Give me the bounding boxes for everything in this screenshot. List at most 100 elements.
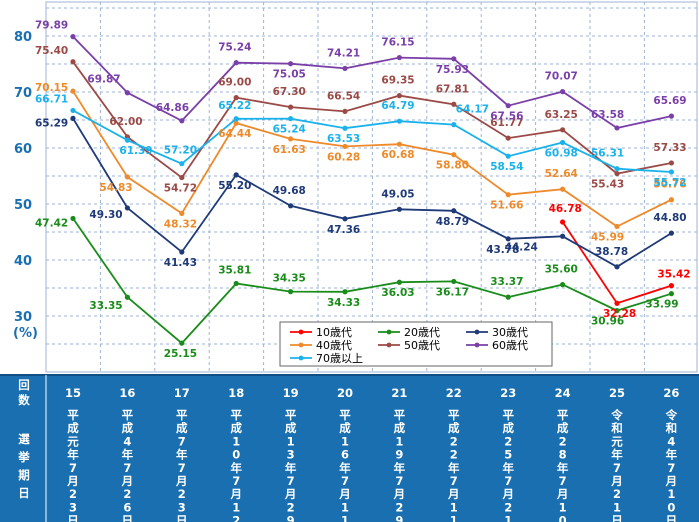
election-date-label: 月 xyxy=(338,487,351,501)
election-date-label: 3 xyxy=(69,500,77,514)
election-date-label: 1 xyxy=(287,434,295,448)
election-date-label: 日 xyxy=(666,514,678,522)
election-date-label: 年 xyxy=(448,461,460,475)
data-label: 63.58 xyxy=(591,109,624,121)
category-label: 16 xyxy=(119,386,135,400)
data-label: 63.25 xyxy=(545,109,578,121)
election-date-label: 年 xyxy=(611,448,623,462)
legend-entry: 40歳代 xyxy=(316,339,352,352)
y-axis-label: (%) xyxy=(13,326,38,341)
data-point xyxy=(614,308,620,314)
data-label: 64.79 xyxy=(381,100,414,112)
data-label: 55.20 xyxy=(218,180,251,192)
data-label: 34.33 xyxy=(327,297,360,309)
data-point xyxy=(614,166,620,172)
data-point xyxy=(614,300,620,306)
legend-marker xyxy=(298,329,304,335)
election-date-label: 平 xyxy=(67,408,79,422)
election-date-label: 7 xyxy=(667,461,675,475)
election-date-label: 7 xyxy=(341,474,349,488)
data-label: 34.35 xyxy=(273,273,306,285)
data-point xyxy=(396,54,402,61)
data-point xyxy=(451,56,457,62)
election-date-label: 月 xyxy=(501,487,514,501)
data-point xyxy=(179,174,185,181)
election-date-label: 月 xyxy=(665,474,678,488)
data-point xyxy=(233,116,239,122)
series-line-6 xyxy=(72,109,672,173)
data-label: 36.17 xyxy=(436,286,469,298)
data-point xyxy=(396,141,402,147)
data-label: 41.43 xyxy=(164,257,197,269)
data-label: 70.07 xyxy=(545,71,578,83)
data-point xyxy=(451,101,457,107)
election-date-label: 0 xyxy=(667,500,675,514)
data-label: 67.30 xyxy=(273,86,306,98)
series-line-1 xyxy=(72,217,672,345)
category-label: 24 xyxy=(555,386,571,400)
category-label: 26 xyxy=(663,386,679,400)
election-date-label: 1 xyxy=(504,514,512,522)
data-point xyxy=(342,65,348,72)
row-header-date: 挙 xyxy=(17,450,30,464)
election-date-label: 成 xyxy=(502,421,514,435)
election-date-label: 1 xyxy=(559,500,567,514)
bottom-band xyxy=(0,375,699,522)
election-date-label: 日 xyxy=(122,514,134,522)
data-point xyxy=(124,90,130,96)
election-date-label: 成 xyxy=(230,421,242,435)
election-date-label: 7 xyxy=(559,474,567,488)
data-point xyxy=(342,108,348,114)
data-label: 32.28 xyxy=(603,308,636,320)
election-date-label: 0 xyxy=(559,514,567,522)
election-date-label: 2 xyxy=(178,487,186,501)
data-point xyxy=(70,215,76,222)
data-label: 38.78 xyxy=(595,246,628,258)
election-date-label: 成 xyxy=(339,421,351,435)
data-point xyxy=(668,291,675,297)
legend-marker xyxy=(298,355,304,361)
data-label: 33.99 xyxy=(645,299,678,311)
legend-marker xyxy=(386,342,392,348)
data-label: 62.00 xyxy=(109,116,142,128)
election-date-label: 月 xyxy=(66,474,79,488)
data-point xyxy=(233,95,239,101)
y-tick-label: 60 xyxy=(14,142,32,157)
election-date-label: 1 xyxy=(450,500,458,514)
data-label: 54.83 xyxy=(99,182,132,194)
election-date-label: 2 xyxy=(504,434,512,448)
data-point xyxy=(342,216,348,222)
y-tick-label: 30 xyxy=(14,310,32,325)
category-label: 18 xyxy=(228,386,244,400)
election-date-label: 7 xyxy=(613,461,621,475)
data-label: 48.79 xyxy=(436,216,469,228)
series-line-2 xyxy=(72,117,672,268)
data-point xyxy=(233,120,239,126)
data-label: 63.53 xyxy=(327,133,360,145)
data-label: 50.76 xyxy=(653,179,686,191)
data-label: 56.31 xyxy=(591,148,624,160)
data-label: 61.39 xyxy=(119,145,152,157)
legend-marker xyxy=(474,329,480,335)
data-point xyxy=(614,170,620,177)
data-label: 57.20 xyxy=(164,145,197,157)
election-date-label: 元 xyxy=(611,434,623,448)
data-point xyxy=(505,153,511,159)
data-point xyxy=(342,289,348,295)
data-label: 35.42 xyxy=(657,269,690,281)
election-date-label: 1 xyxy=(667,487,675,501)
election-date-label: 年 xyxy=(285,461,297,475)
data-label: 49.05 xyxy=(381,188,414,200)
data-label: 79.89 xyxy=(35,20,68,32)
election-date-label: 2 xyxy=(69,487,77,501)
data-label: 54.72 xyxy=(164,183,197,195)
data-label: 58.80 xyxy=(436,160,469,172)
data-label: 75.40 xyxy=(35,45,68,57)
legend-entry: 30歳代 xyxy=(492,326,528,339)
election-date-label: 2 xyxy=(559,434,567,448)
election-date-label: 2 xyxy=(395,500,403,514)
election-date-label: 7 xyxy=(123,461,131,475)
election-date-label: 成 xyxy=(557,421,569,435)
data-point xyxy=(288,104,294,110)
series-line-5 xyxy=(72,35,672,129)
